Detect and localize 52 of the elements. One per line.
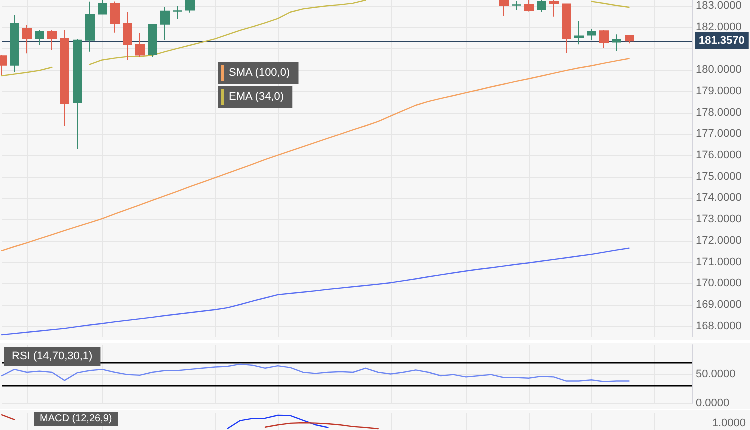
candlestick: [10, 14, 19, 72]
legend-label: EMA (34,0): [229, 91, 284, 103]
y-tick-label: 168.0000: [696, 320, 742, 332]
line-series: [1, 248, 630, 336]
candlestick: [47, 30, 57, 51]
text: 1.0000: [712, 418, 746, 430]
candlestick: [512, 0, 521, 11]
legend-label: SMA (100,0): [229, 67, 290, 79]
candlestick: [98, 0, 107, 15]
y-tick-label: 175.0000: [696, 170, 742, 183]
candlestick: [599, 30, 609, 49]
line-series: [1, 364, 630, 382]
y-tick-label: 180.0000: [696, 64, 742, 76]
candlestick: [85, 1, 95, 52]
ref-line-label: 181.3570: [699, 35, 745, 48]
y-tick-label: 176.0000: [696, 149, 742, 162]
candlestick: [60, 30, 69, 127]
candlestick: [587, 28, 596, 41]
candlestick: [549, 0, 559, 18]
candlestick: [160, 6, 170, 41]
candlestick: [123, 11, 132, 61]
y-tick-label: 50.0000: [696, 368, 736, 380]
candlestick: [185, 0, 195, 14]
y-tick-label: 172.0000: [696, 234, 742, 247]
y-tick-label: 177.0000: [696, 128, 742, 140]
candlestick: [110, 1, 120, 34]
candlestick: [22, 24, 32, 54]
candlestick: [562, 3, 571, 54]
y-tick-label: 0.0000: [696, 398, 730, 410]
y-tick-label: 179.0000: [696, 85, 742, 98]
chart-title: RSI (14,70,30,1): [12, 350, 93, 362]
y-tick-label: 178.0000: [696, 106, 742, 119]
candlestick: [574, 20, 584, 46]
y-tick-label: 170.0000: [696, 278, 742, 290]
chart-title: MACD (12,26,9): [40, 414, 112, 424]
candlestick: [173, 6, 182, 20]
candlestick: [135, 33, 145, 58]
y-tick-label: 173.0000: [696, 214, 742, 226]
y-tick-label: 171.0000: [696, 256, 742, 268]
candlestick: [499, 0, 509, 17]
candlestick: [73, 39, 82, 150]
y-tick-label: 169.0000: [696, 298, 742, 311]
candlestick: [524, 0, 534, 12]
candlestick: [537, 0, 546, 12]
y-tick-label: 182.0000: [696, 21, 742, 34]
candlestick: [148, 24, 157, 58]
candlestick: [625, 34, 634, 44]
y-tick-label: 174.0000: [696, 192, 742, 204]
candlestick: [612, 34, 621, 52]
y-tick-label: 183.0000: [696, 0, 742, 12]
candlestick: [35, 30, 44, 46]
line-series: [1, 58, 630, 252]
